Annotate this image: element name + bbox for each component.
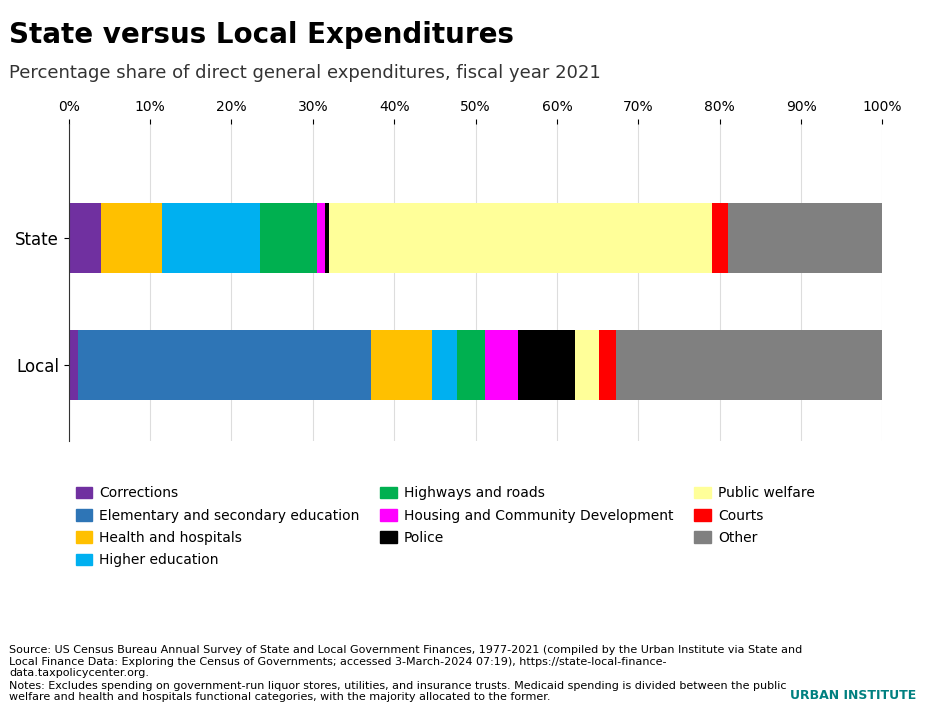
Text: Notes: Excludes spending on government-run liquor stores, utilities, and insuran: Notes: Excludes spending on government-r… (9, 681, 787, 702)
Bar (432, 330, 457, 400)
Bar (325, 203, 329, 273)
Bar (69, 330, 79, 400)
Bar (616, 330, 882, 400)
Bar (329, 203, 711, 273)
Bar (518, 330, 575, 400)
Bar (728, 203, 882, 273)
Bar (599, 330, 616, 400)
Bar (371, 330, 432, 400)
Bar (711, 203, 728, 273)
Bar (485, 330, 518, 400)
Bar (162, 203, 260, 273)
Bar (457, 330, 485, 400)
Bar (79, 330, 371, 400)
Bar (575, 330, 599, 400)
Bar (69, 203, 101, 273)
Bar (260, 203, 317, 273)
Text: URBAN INSTITUTE: URBAN INSTITUTE (791, 689, 917, 702)
Text: Percentage share of direct general expenditures, fiscal year 2021: Percentage share of direct general expen… (9, 64, 601, 82)
Legend: Corrections, Elementary and secondary education, Health and hospitals, Higher ed: Corrections, Elementary and secondary ed… (76, 486, 815, 567)
Text: State versus Local Expenditures: State versus Local Expenditures (9, 21, 514, 49)
Bar (101, 203, 162, 273)
Bar (317, 203, 325, 273)
Text: Source: US Census Bureau Annual Survey of State and Local Government Finances, 1: Source: US Census Bureau Annual Survey o… (9, 645, 803, 679)
